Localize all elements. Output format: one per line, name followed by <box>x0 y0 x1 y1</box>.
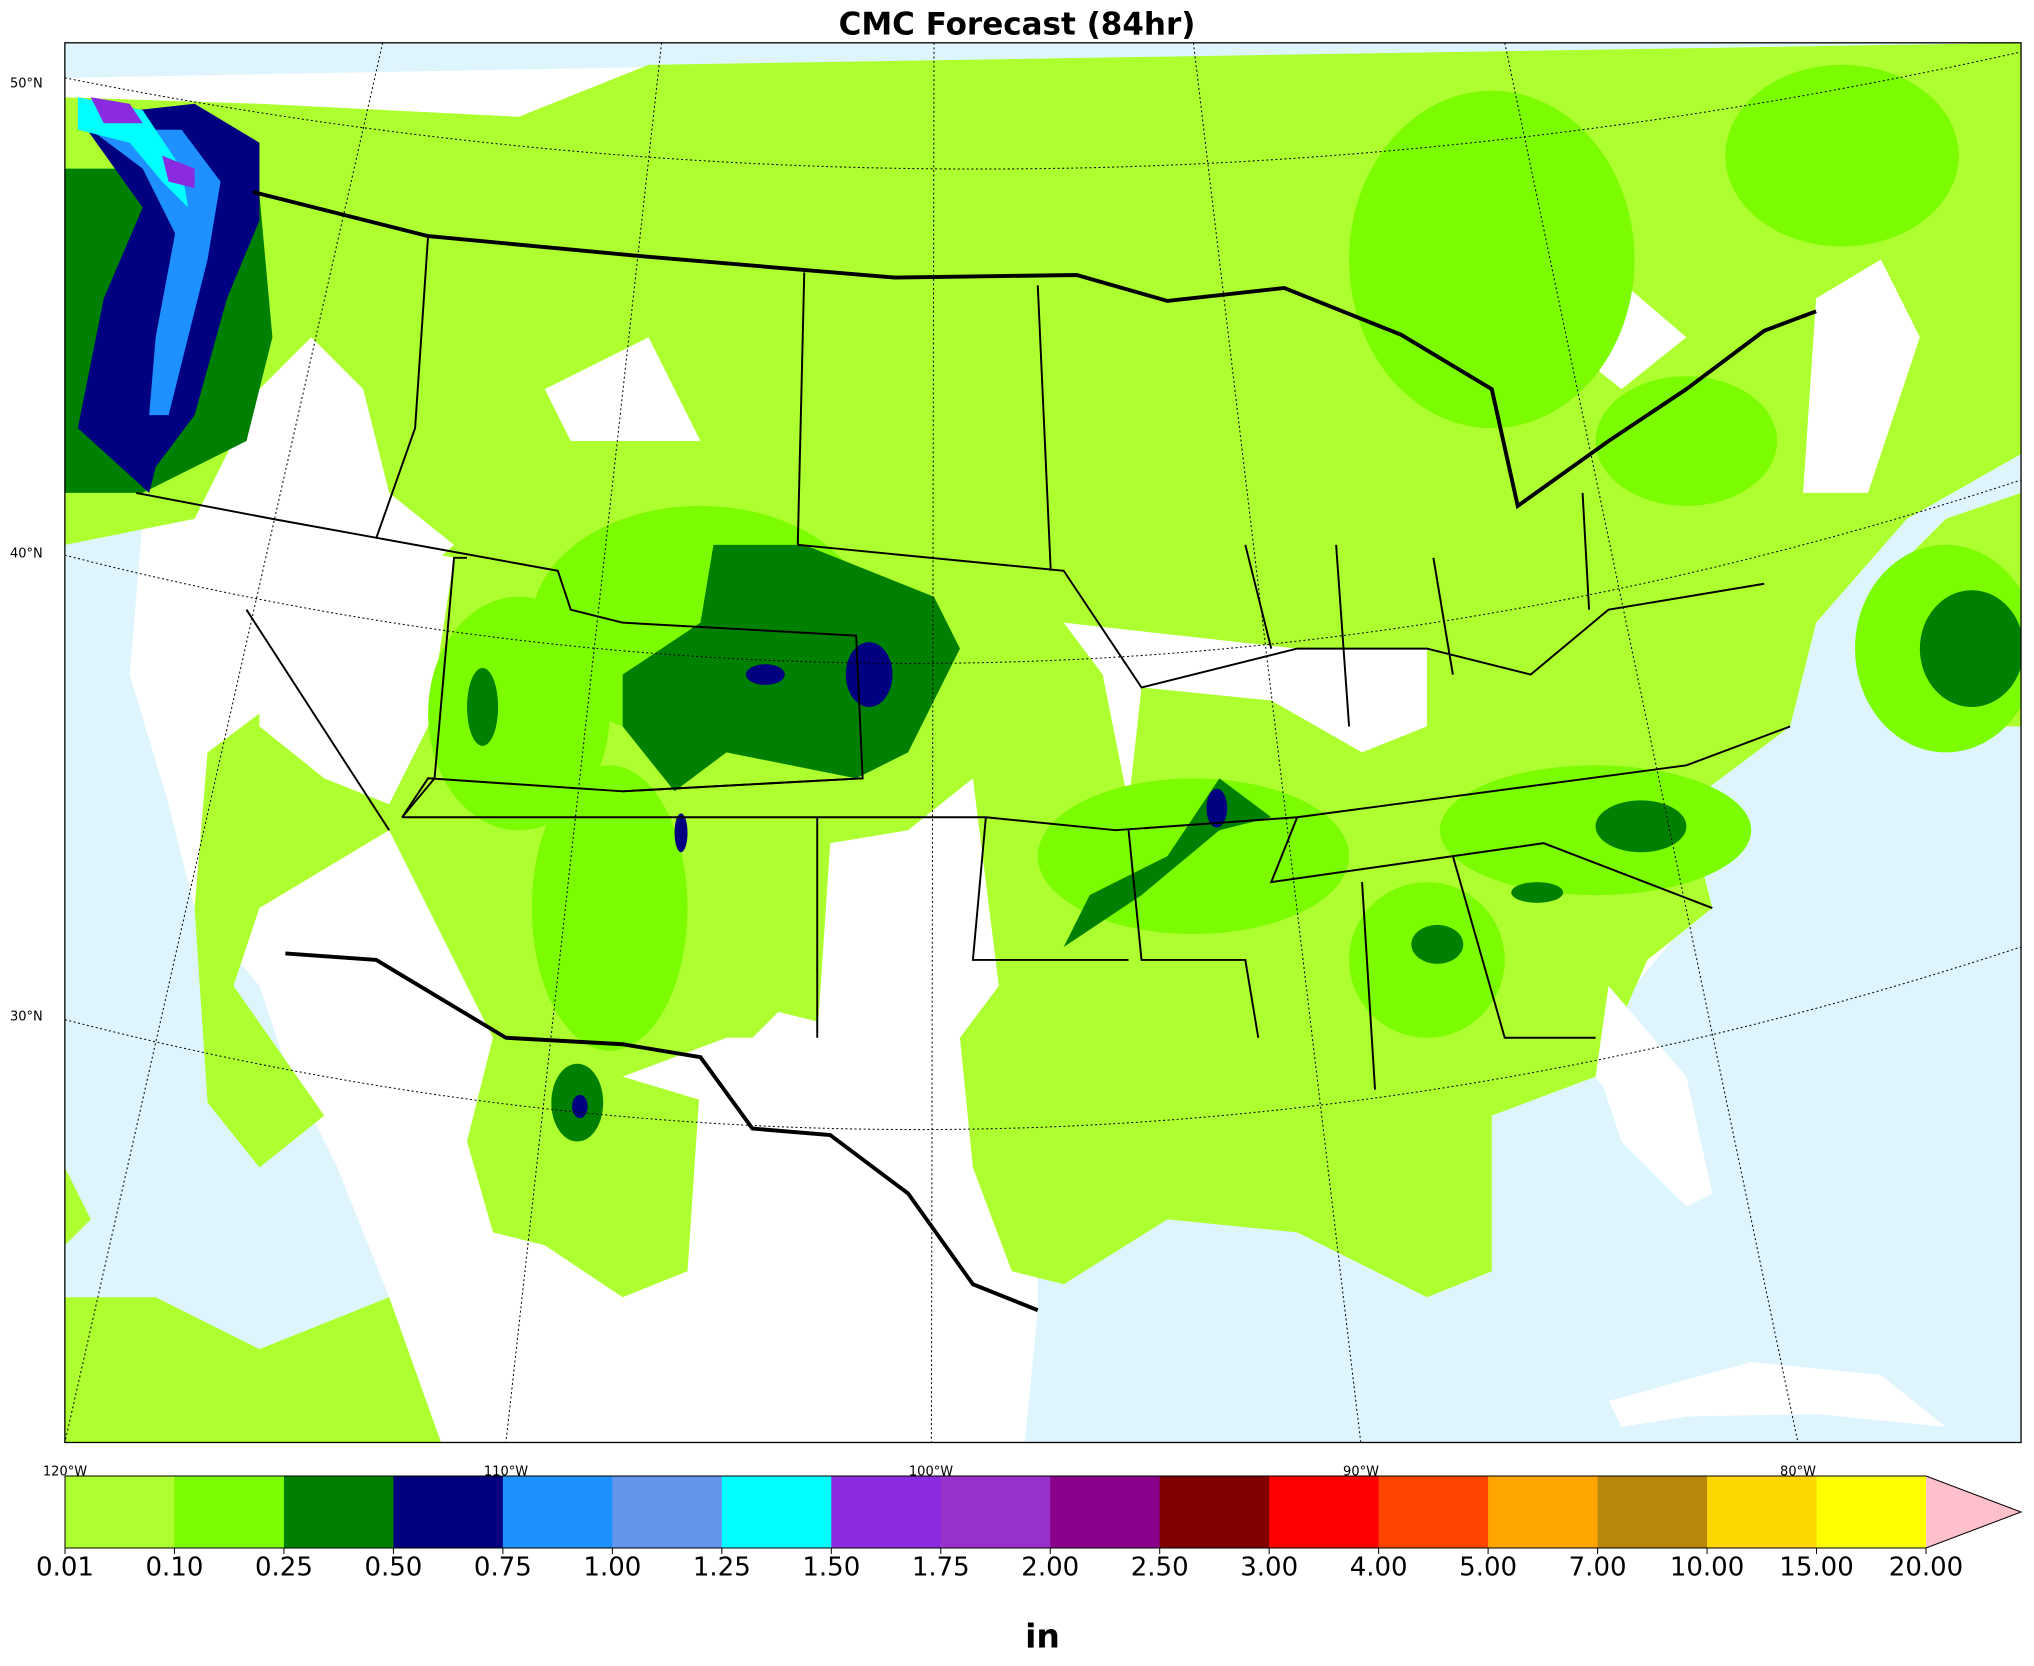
colorbar-tick-label: 1.25 <box>693 1553 751 1583</box>
colorbar-swatch <box>612 1476 723 1548</box>
colorbar-extend <box>1926 1476 2021 1548</box>
colorbar-tick-label: 1.00 <box>583 1553 641 1583</box>
dry <box>1063 622 1427 805</box>
precip-1.5in <box>90 97 195 189</box>
colorbar-tick-label: 15.00 <box>1779 1553 1853 1583</box>
colorbar-unit: in <box>1025 1617 1060 1656</box>
graticule <box>64 42 2022 1443</box>
colorbar-tick-label: 2.50 <box>1131 1553 1189 1583</box>
colorbar-tick-label: 0.50 <box>364 1553 422 1583</box>
dry <box>622 778 1012 1285</box>
colorbar-swatch <box>502 1476 613 1548</box>
colorbar-swatch <box>1269 1476 1380 1548</box>
colorbar-tick-label: 3.00 <box>1240 1553 1298 1583</box>
precip-1.25in <box>77 97 189 208</box>
colorbar-tick-label: 0.75 <box>474 1553 532 1583</box>
colorbar-tick-label: 20.00 <box>1889 1553 1963 1583</box>
colorbar-tick-label: 10.00 <box>1670 1553 1744 1583</box>
map <box>64 42 2022 1444</box>
lat-label: 40°N <box>10 547 43 562</box>
colorbar-swatch <box>940 1476 1051 1548</box>
colorbar-swatch <box>174 1476 285 1548</box>
colorbar-tick-label: 4.00 <box>1350 1553 1408 1583</box>
land <box>1608 1362 1946 1427</box>
colorbar-tick-label: 1.50 <box>802 1553 860 1583</box>
dry <box>1595 985 1713 1194</box>
map-frame <box>64 42 2022 1444</box>
colorbar-swatch <box>721 1476 832 1548</box>
colorbar-swatch <box>1707 1476 1818 1548</box>
colorbar-tick-label: 5.00 <box>1459 1553 1517 1583</box>
colorbar-tick-label: 0.01 <box>36 1553 94 1583</box>
lat-label: 30°N <box>10 1010 43 1025</box>
dry <box>1803 259 1920 493</box>
map-title: CMC Forecast (84hr) <box>839 7 1196 43</box>
colorbar-swatch <box>65 1476 175 1548</box>
colorbar-swatch <box>1159 1476 1270 1548</box>
colorbar-swatch <box>1488 1476 1599 1548</box>
dry <box>259 544 455 805</box>
lat-label: 50°N <box>10 77 43 92</box>
colorbar-swatch <box>1378 1476 1489 1548</box>
precip-1in <box>90 129 221 416</box>
colorbar-tick-label: 2.00 <box>1021 1553 1079 1583</box>
colorbar-tick-label: 7.00 <box>1569 1553 1627 1583</box>
colorbar-tick-label: 0.25 <box>255 1553 313 1583</box>
colorbar-swatch <box>1050 1476 1161 1548</box>
colorbar-tick-label: 0.10 <box>146 1553 204 1583</box>
colorbar-swatch <box>283 1476 394 1548</box>
borders <box>136 190 1817 1312</box>
colorbar-swatch <box>1816 1476 1927 1548</box>
precip-moderate <box>428 64 2022 1051</box>
colorbar-swatch <box>1597 1476 1708 1548</box>
precip-light <box>64 1167 442 1443</box>
colorbar-swatch <box>831 1476 942 1548</box>
colorbar-swatch <box>393 1476 504 1548</box>
dry <box>544 337 701 442</box>
colorbar-outline <box>64 1475 2023 1549</box>
colorbar-tick-label: 1.75 <box>912 1553 970 1583</box>
